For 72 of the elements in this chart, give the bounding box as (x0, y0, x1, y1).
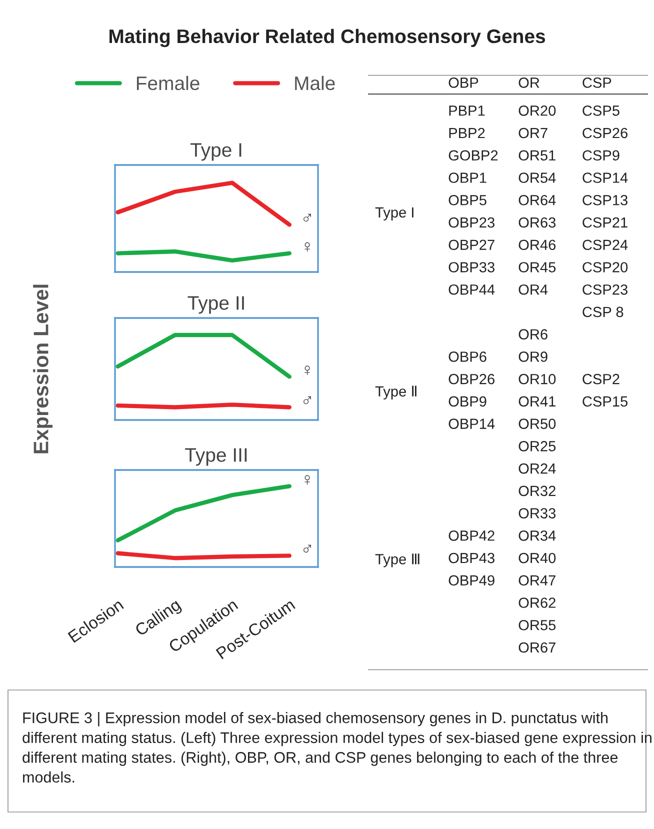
text: CSP9 (582, 150, 620, 161)
text: OR55 (518, 620, 556, 630)
text: OR41 (518, 396, 556, 407)
text: OR32 (518, 486, 556, 496)
text: CSP13 (582, 194, 628, 206)
chart-title: Type I (190, 143, 242, 161)
text: CSP2 (582, 374, 620, 384)
text: GOBP2 (448, 150, 498, 161)
text: PBP1 (449, 106, 485, 116)
text: OR7 (518, 128, 548, 138)
text: OR51 (518, 150, 556, 161)
legend-label: Male (295, 76, 335, 90)
text: OR6 (518, 329, 548, 340)
category-label: Type I (375, 207, 414, 220)
text: CSP5 (582, 105, 620, 116)
text: CSP24 (582, 240, 628, 250)
text: OR46 (518, 240, 556, 250)
text: CSP20 (582, 262, 628, 272)
y-axis-title: Expression Level (33, 284, 52, 454)
text: CSP23 (582, 284, 628, 295)
text: OBP26 (448, 374, 494, 384)
text: OR24 (518, 463, 556, 474)
annotation: ♀ (304, 475, 310, 485)
category-label: OBP (448, 78, 478, 88)
text: OBP9 (448, 396, 486, 407)
text: CSP21 (582, 217, 628, 228)
annotation: ♂ (303, 396, 312, 404)
text: OR67 (518, 642, 556, 653)
category-label: CSP (582, 78, 612, 88)
chart-title: Type II (188, 296, 244, 314)
text: OR34 (518, 530, 556, 541)
text: OBP33 (448, 262, 494, 272)
annotation: ♂ (303, 544, 312, 553)
annotation: ♀ (304, 242, 310, 252)
text: PBP2 (449, 128, 485, 138)
text: OR40 (518, 552, 556, 564)
text: OR62 (518, 598, 556, 608)
text: OBP14 (448, 418, 495, 429)
category-label: Type Ⅱ (375, 386, 416, 400)
text: OR20 (518, 105, 556, 116)
annotation: ♀ (304, 366, 310, 376)
text: OR9 (518, 352, 548, 362)
text: CSP 8 (582, 306, 624, 318)
text: OBP1 (448, 172, 486, 183)
text: OR45 (518, 262, 556, 272)
text: CSP14 (582, 172, 628, 183)
text: OR54 (518, 172, 556, 183)
text: Mating Behavior Related Chemosensory Genes (110, 28, 546, 48)
text: OR25 (518, 441, 556, 452)
text: CSP15 (582, 396, 628, 407)
text: OR33 (518, 508, 556, 518)
text: OR64 (518, 194, 556, 206)
text: OR63 (518, 217, 556, 228)
text: OBP44 (448, 284, 495, 295)
text: OBP42 (448, 530, 494, 541)
text: CSP26 (582, 128, 628, 138)
text: OR4 (518, 284, 548, 295)
annotation: ♂ (303, 214, 312, 222)
legend-label: Female (136, 76, 200, 90)
text: OBP23 (448, 217, 494, 228)
text: OR50 (518, 418, 556, 429)
text: OR47 (518, 575, 556, 586)
text: OBP27 (448, 240, 494, 250)
caption: FIGURE 3 | Expression model of sex-biased chemosensory genes in D. punctatus with different mating status. (Left) Three expression model types of sex-biased gene expression in different mating states. (Right), OBP, OR, and CSP genes belonging to each of the three models. (22, 712, 652, 783)
chart-title: Type III (185, 448, 247, 466)
text: OBP6 (448, 352, 486, 362)
text: OR10 (518, 374, 556, 384)
category-label: Type Ⅲ (375, 554, 420, 568)
text: OBP5 (448, 194, 486, 206)
text: OBP49 (448, 575, 494, 586)
category-label: OR (518, 78, 540, 88)
text: OBP43 (448, 552, 494, 564)
